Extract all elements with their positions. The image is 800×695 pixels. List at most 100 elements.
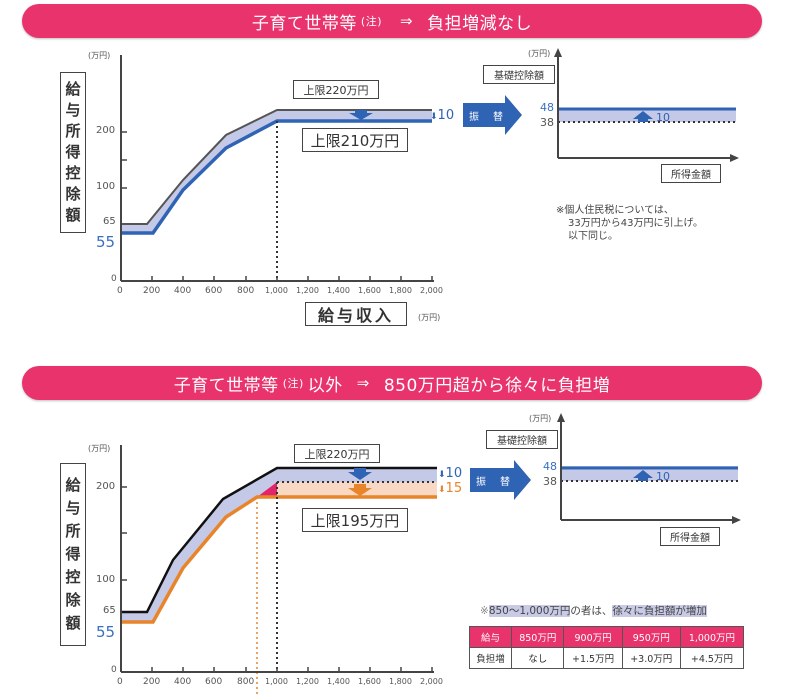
- diff-blue-label: ⬇10: [438, 466, 462, 481]
- implies-icon: ⇒: [400, 12, 414, 30]
- y-tick-55: 55: [96, 233, 116, 251]
- table-cell: 1,000万円: [679, 626, 745, 648]
- down-arrow-blue-icon: [348, 468, 372, 480]
- y-tick-200: 200: [96, 125, 116, 136]
- x-tick: 1,000: [265, 677, 288, 686]
- note-mid: の者は、: [570, 605, 613, 617]
- transfer-arrow-2: [470, 460, 531, 500]
- banner-suffix: 850万円超から徐々に負担増: [383, 375, 611, 396]
- y-axis-title-text: 給与所得控除額: [65, 80, 81, 224]
- y-axis-title-text: 給与所得控除額: [65, 476, 81, 632]
- burden-table-row: 負担増 なし +1.5万円 +3.0万円 +4.5万円: [468, 647, 745, 669]
- basic-x-title-2: 所得金額: [660, 527, 720, 546]
- basic-y-38: 38: [540, 116, 554, 129]
- y-tick-55-2: 55: [96, 623, 116, 641]
- table-cell: 950万円: [621, 626, 681, 648]
- x-tick: 1,400: [327, 677, 350, 686]
- deduction-band: [121, 110, 432, 233]
- note-line: ※個人住民税については、: [556, 205, 674, 216]
- note-emphasis: 徐々に負担額が増加: [612, 605, 707, 617]
- banner-suffix: 負担増減なし: [427, 13, 533, 34]
- lower-cap-label-2: 上限195万円: [302, 508, 408, 532]
- upper-cap-label-2: 上限220万円: [294, 444, 380, 463]
- y-ticks-2: [121, 486, 127, 581]
- note-line: 33万円から43万円に引上げ。: [568, 218, 703, 229]
- diff-value: 10: [437, 108, 455, 123]
- y-tick-100: 100: [96, 181, 116, 192]
- basic-unit-label: (万円): [528, 49, 551, 58]
- note-mark: ※: [480, 605, 489, 617]
- upper-cap-text: 上限220万円: [303, 83, 369, 97]
- lower-cap-label: 上限210万円: [302, 128, 408, 152]
- basic-x-title-text: 所得金額: [671, 170, 711, 181]
- up-arrow-icon-2: [633, 470, 653, 481]
- lower-cap-text: 上限195万円: [310, 511, 400, 530]
- down-arrow-orange-icon: [348, 484, 372, 496]
- revised-deduction-line: [121, 119, 432, 235]
- implies-icon: ⇒: [356, 374, 370, 392]
- y-unit-label-2: (万円): [88, 444, 111, 453]
- table-cell: 900万円: [563, 626, 623, 648]
- banner-middle: 以外: [307, 375, 343, 396]
- banner-note: (注): [282, 377, 304, 390]
- basic-x-title: 所得金額: [661, 164, 721, 183]
- basic-band-2: [561, 466, 738, 481]
- up-arrow-icon: [633, 111, 653, 122]
- revised-deduction-line-2: [121, 495, 437, 624]
- diff-orange-label: ⬇15: [438, 481, 462, 496]
- section2-banner: 子育て世帯等 (注) 以外 ⇒ 850万円超から徐々に負担増: [22, 366, 762, 400]
- y-tick-200-2: 200: [96, 481, 116, 492]
- basic-title: 基礎控除額: [483, 65, 555, 84]
- banner-prefix: 子育て世帯等: [251, 13, 357, 34]
- x-tick: 2,000: [420, 677, 443, 686]
- table-cell: +3.0万円: [621, 647, 681, 669]
- x-tick: 2,000: [420, 286, 443, 295]
- banner-prefix: 子育て世帯等: [173, 375, 279, 396]
- y-ticks: [121, 131, 127, 189]
- table-cell: +4.5万円: [679, 647, 745, 669]
- x-tick: 600: [205, 677, 223, 687]
- y-unit-label: (万円): [88, 51, 111, 60]
- upper-cap-text: 上限220万円: [304, 447, 370, 461]
- basic-unit-label-2: (万円): [529, 414, 552, 423]
- basic-y-48-2: 48: [543, 460, 557, 473]
- basic-title-text: 基礎控除額: [494, 71, 544, 82]
- x-tick: 800: [237, 286, 255, 296]
- burden-table-header: 給与 850万円 900万円 950万円 1,000万円: [468, 626, 745, 648]
- x-axis-title-text: 給与収入: [317, 306, 394, 325]
- y-tick-0-2: 0: [111, 665, 117, 675]
- transition-wedge: [257, 482, 277, 497]
- down-arrow-icon: [349, 110, 373, 120]
- table-cell: なし: [511, 647, 565, 669]
- diff-value: 10: [445, 466, 463, 481]
- y-tick-65-2: 65: [103, 605, 116, 616]
- diff-label: ⬇10: [430, 108, 454, 123]
- x-tick: 1,600: [358, 286, 381, 295]
- x-tick: 1,200: [296, 677, 319, 686]
- table-cell: 負担増: [468, 647, 513, 669]
- lower-cap-text: 上限210万円: [310, 131, 400, 150]
- x-tick: 1,200: [296, 286, 319, 295]
- basic-title-2: 基礎控除額: [486, 430, 558, 449]
- upper-cap-label: 上限220万円: [293, 80, 379, 99]
- small-down-arrow-icon: ⬇: [430, 112, 438, 122]
- x-tick: 200: [143, 677, 161, 687]
- basic-y-38-2: 38: [543, 475, 557, 488]
- right-arrowhead-icon-2: [732, 516, 741, 524]
- x-tick: 200: [143, 286, 161, 296]
- transfer-label-2: 振 替: [476, 477, 512, 488]
- right-arrowhead-icon: [730, 154, 739, 162]
- x-ticks-2: [151, 667, 433, 672]
- up-arrowhead-icon: [554, 48, 562, 57]
- y-axis-title-2: 給与所得控除額: [60, 463, 86, 646]
- basic-diff-label-2: 10: [656, 470, 670, 483]
- table-cell: 給与: [468, 626, 513, 648]
- section1-banner: 子育て世帯等 (注) ⇒ 負担増減なし: [22, 4, 762, 38]
- diff-value: 15: [445, 481, 463, 496]
- note-line: 以下同じ。: [568, 231, 618, 242]
- note-range: 850～1,000万円: [488, 605, 571, 617]
- x-tick: 400: [174, 677, 192, 687]
- burden-note: ※850～1,000万円の者は、徐々に負担額が増加: [480, 603, 707, 618]
- x-tick: 0: [117, 286, 123, 296]
